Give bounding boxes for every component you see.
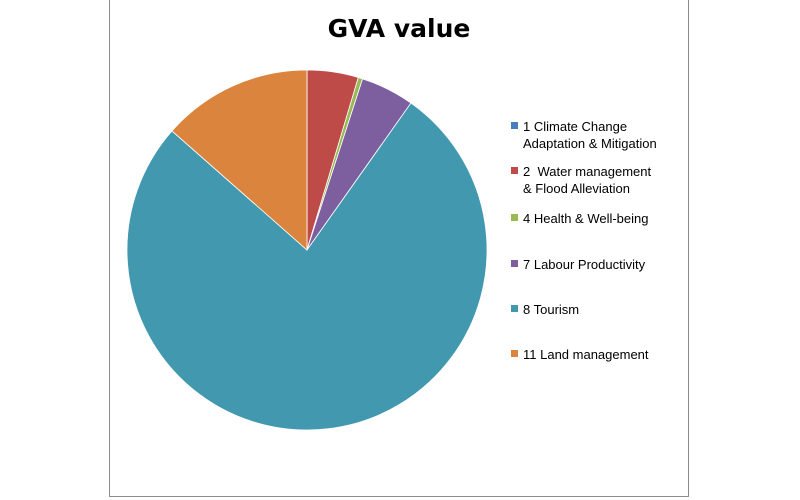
legend-swatch <box>511 260 518 267</box>
pie-slice-5 <box>126 102 488 431</box>
legend-item-2: 2 Water management & Flood Alleviation <box>511 163 683 197</box>
legend-item-4: 7 Labour Productivity <box>511 256 683 273</box>
legend-label: 8 Tourism <box>523 302 580 317</box>
legend-swatch <box>511 214 518 221</box>
legend-label: 11 Land management <box>523 347 649 362</box>
legend-item-3: 4 Health & Well-being <box>511 210 683 227</box>
chart-frame: GVA value 1 Climate Change Adaptation & … <box>109 0 689 497</box>
pie-chart <box>126 69 488 431</box>
legend-swatch <box>511 305 518 312</box>
legend-swatch <box>511 122 518 129</box>
legend-swatch <box>511 350 518 357</box>
legend-item-6: 11 Land management <box>511 346 683 363</box>
legend-swatch <box>511 167 518 174</box>
legend-label: 2 Water management & Flood Alleviation <box>523 164 652 196</box>
chart-title: GVA value <box>327 14 471 43</box>
legend-item-5: 8 Tourism <box>511 301 683 318</box>
pie-slice-6 <box>171 69 308 251</box>
legend-label: 7 Labour Productivity <box>523 257 646 272</box>
legend-label: 4 Health & Well-being <box>523 211 649 226</box>
legend-label: 1 Climate Change Adaptation & Mitigation <box>523 119 657 151</box>
legend-item-1: 1 Climate Change Adaptation & Mitigation <box>511 118 683 152</box>
